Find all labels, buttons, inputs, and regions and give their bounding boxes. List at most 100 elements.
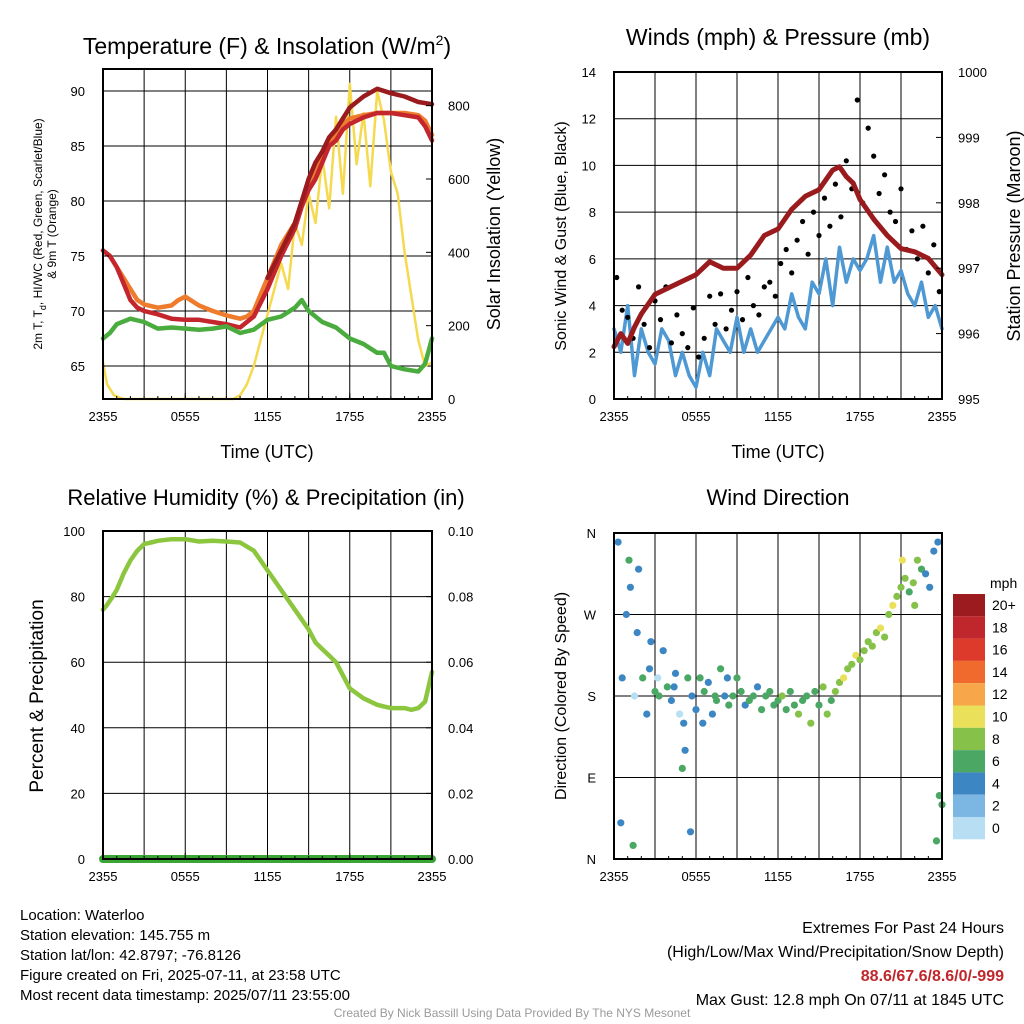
direction-point [681,746,689,754]
gust-point [739,317,746,323]
direction-point [729,692,737,700]
direction-point [901,574,909,582]
direction-point [819,683,827,691]
gust-point [696,354,702,360]
panel-1: 0 2 4 6 8 10 12 14 995 996 997 998 999 1000 2355 0555 11… [553,24,1024,462]
panel-title-direction: Wind Direction [706,485,849,510]
x-tick-label: 0555 [682,409,711,424]
colorbar-swatch [953,794,985,817]
y-tick-label: 85 [71,139,85,154]
colorbar-title: mph [990,575,1017,591]
direction-point [688,692,696,700]
gust-point [674,312,680,318]
direction-point [917,565,926,573]
x-tick-label: 2355 [600,869,629,884]
direction-point [617,819,625,827]
direction-point [676,710,684,718]
direction-point [782,706,790,714]
x-tick-label: 2355 [928,409,957,424]
direction-point [860,647,868,655]
direction-point [700,687,708,696]
x-tick-label: 1755 [335,869,364,884]
direction-point [807,719,815,727]
gust-point [909,228,915,234]
colorbar-label: 10 [992,709,1008,725]
panel-0: 65 70 75 80 85 90 0 200 400 600 800 2355 0555 1155 175… [31,32,504,462]
credit-text: Created By Nick Bassill Using Data Provi… [333,1006,691,1020]
gust-point [805,251,811,257]
colorbar-swatch [953,817,985,840]
direction-point [790,701,799,709]
x-tick-label: 0555 [171,409,200,424]
direction-point [786,687,794,696]
y-tick-label: 65 [71,359,85,374]
direction-point [663,683,671,691]
direction-point [758,706,766,714]
colorbar-label: 14 [992,664,1008,680]
gust-point [931,242,937,248]
direction-point [671,669,680,678]
x-tick-label: 2355 [89,409,118,424]
direction-point [926,583,934,591]
direction-point [897,583,905,591]
y-tick-label: 80 [71,590,85,605]
gust-point [690,305,696,311]
gust-point [685,345,691,351]
gust-point [871,153,877,159]
y-tick-label: 20 [71,786,85,801]
label-subscript: d [38,305,48,310]
direction-point [934,538,942,546]
gust-point [800,218,806,225]
direction-point [639,674,647,682]
x-tick-label: 1155 [254,869,282,884]
y-tick-label: 60 [71,655,85,670]
gust-point [920,223,926,229]
gust-point [925,270,931,276]
direction-point [629,841,637,850]
created-text: Figure created on Fri, 2025-07-11, at 23… [20,967,341,984]
pressure-line [611,164,945,350]
y-axis-label-line2: & 9m T (Orange) [45,189,59,279]
y-tick-label: 14 [582,65,596,80]
y-tick-label: 4 [589,299,596,314]
title-end: ) [443,33,451,59]
gust-point [816,232,822,239]
latlon-text: Station lat/lon: 42.8797; -76.8126 [20,947,242,964]
y2-tick-label: 999 [958,130,980,145]
y2-tick-label: 997 [958,261,980,276]
gust-point [750,303,757,309]
gust-point [887,209,893,215]
humidity-line [100,536,435,713]
colorbar-swatch [953,683,985,706]
direction-point [723,674,732,682]
y-tick-label: 80 [71,194,85,209]
extremes-values: 88.6/67.6/8.6/0/-999 [860,968,1004,985]
direction-point [618,674,626,682]
gust-point [794,237,800,243]
x-tick-label: 1755 [846,409,875,424]
direction-point [881,633,889,641]
y-tick-label: 6 [589,252,596,267]
y-axis-label: Percent & Precipitation [27,599,48,792]
gust-point [821,195,828,201]
colorbar-label: 8 [992,731,1000,747]
direction-point [803,692,811,700]
colorbar-label: 18 [992,619,1008,635]
colorbar-label: 4 [992,775,1000,791]
direction-point [635,565,643,573]
elevation-text: Station elevation: 145.755 m [20,927,211,944]
direction-point [840,674,848,682]
direction-point [667,696,676,705]
direction-point [626,583,635,591]
panel-3: N E S W N 2355 0555 1155 1755 2355 Wind Direction D… [553,485,956,884]
extremes-title: Extremes For Past 24 Hours [802,920,1004,937]
y-tick-label: N [587,852,596,867]
series-line [265,86,435,281]
y-tick-label: N [587,526,596,541]
x-tick-label: 2355 [89,869,118,884]
direction-point [654,674,662,682]
y-tick-label: W [584,608,597,623]
x-tick-label: 0555 [171,869,200,884]
direction-point [717,665,725,673]
